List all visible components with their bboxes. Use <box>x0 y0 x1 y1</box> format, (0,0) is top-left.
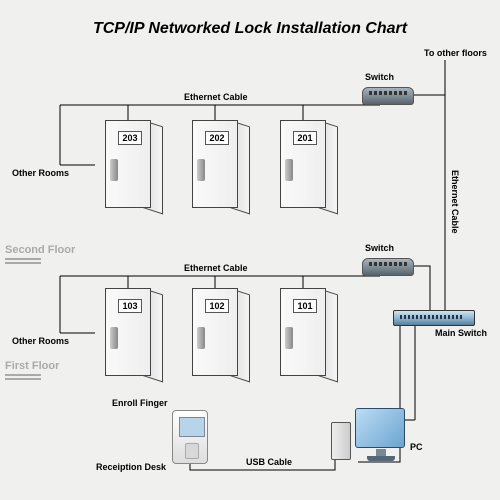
to-other-floors-label: To other floors <box>424 48 487 58</box>
floor-divider <box>5 374 41 380</box>
lock-icon <box>110 159 118 181</box>
lock-icon <box>197 159 205 181</box>
enroll-finger-label: Enroll Finger <box>112 398 168 408</box>
switch-icon <box>362 258 414 276</box>
door-number: 201 <box>293 131 317 145</box>
switch-icon <box>362 87 414 105</box>
main-switch-label: Main Switch <box>435 328 487 338</box>
reception-desk-label: Receiption Desk <box>96 462 166 472</box>
lock-icon <box>197 327 205 349</box>
switch-label: Switch <box>365 72 394 82</box>
main-switch-icon <box>393 310 475 326</box>
enroll-device-icon <box>172 410 208 464</box>
ethernet-cable-label-vertical: Ethernet Cable <box>450 170 460 234</box>
first-floor-label: First Floor <box>5 360 59 372</box>
chart-title: TCP/IP Networked Lock Installation Chart <box>0 20 500 38</box>
door-number: 102 <box>205 299 229 313</box>
pc-label: PC <box>410 442 423 452</box>
other-rooms-label: Other Rooms <box>12 336 69 346</box>
pc-icon <box>355 408 405 448</box>
floor-divider <box>5 258 41 264</box>
door-number: 202 <box>205 131 229 145</box>
ethernet-cable-label: Ethernet Cable <box>184 92 248 102</box>
switch-label: Switch <box>365 243 394 253</box>
door-icon: 103 <box>105 288 157 380</box>
door-icon: 101 <box>280 288 332 380</box>
door-icon: 102 <box>192 288 244 380</box>
door-icon: 203 <box>105 120 157 212</box>
lock-icon <box>110 327 118 349</box>
door-number: 101 <box>293 299 317 313</box>
second-floor-label: Second Floor <box>5 244 75 256</box>
lock-icon <box>285 159 293 181</box>
door-icon: 201 <box>280 120 332 212</box>
usb-cable-label: USB Cable <box>246 457 292 467</box>
lock-icon <box>285 327 293 349</box>
other-rooms-label: Other Rooms <box>12 168 69 178</box>
door-number: 103 <box>118 299 142 313</box>
door-number: 203 <box>118 131 142 145</box>
door-icon: 202 <box>192 120 244 212</box>
ethernet-cable-label: Ethernet Cable <box>184 263 248 273</box>
